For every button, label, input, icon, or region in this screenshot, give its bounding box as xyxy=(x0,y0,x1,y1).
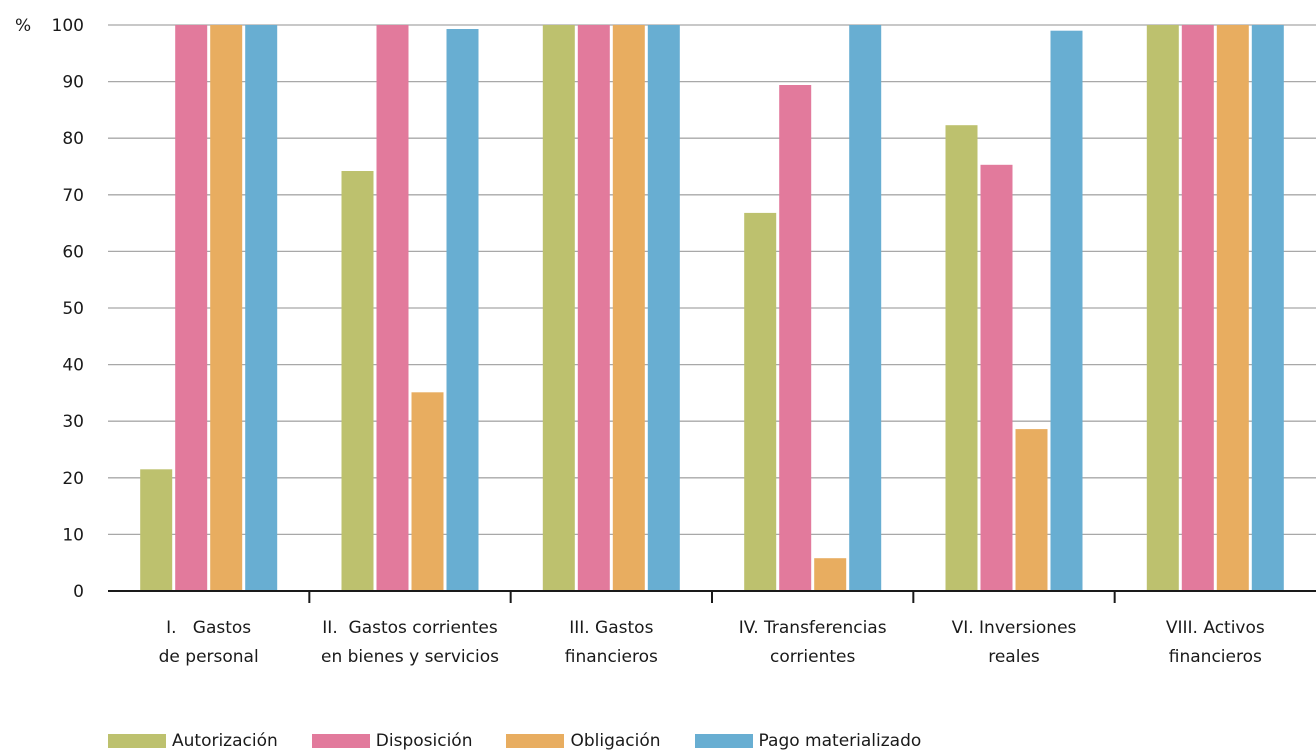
y-tick-label: 30 xyxy=(62,412,84,432)
y-tick-label: 70 xyxy=(62,186,84,206)
category-label: financieros xyxy=(1169,647,1262,667)
bars xyxy=(140,25,1284,592)
category-label: II. Gastos corrientes xyxy=(322,618,498,638)
legend-item: Disposición xyxy=(311,730,473,751)
y-tick-label: 20 xyxy=(62,469,84,489)
bar xyxy=(945,125,978,591)
bar xyxy=(175,25,208,591)
legend-item: Obligación xyxy=(506,730,661,751)
category-label: I. Gastos xyxy=(166,618,251,638)
bar xyxy=(542,25,575,591)
x-axis xyxy=(108,590,1316,603)
legend-label: Pago materializado xyxy=(758,730,922,751)
bar xyxy=(341,171,374,591)
bar xyxy=(612,25,645,591)
y-tick-label: 80 xyxy=(62,129,84,149)
bar xyxy=(779,85,812,591)
bar xyxy=(1181,25,1214,591)
y-tick-label: 90 xyxy=(62,73,84,93)
y-tick-label: 10 xyxy=(62,525,84,545)
category-label: VIII. Activos xyxy=(1166,618,1265,638)
y-tick-label: 60 xyxy=(62,242,84,262)
category-label: en bienes y servicios xyxy=(321,647,499,667)
bar xyxy=(647,25,680,591)
bar xyxy=(210,25,243,591)
bar xyxy=(446,29,479,591)
legend-swatch xyxy=(694,733,753,748)
category-label: IV. Transferencias xyxy=(739,618,887,638)
bar xyxy=(1216,25,1249,591)
category-label: de personal xyxy=(159,647,259,667)
category-labels: I. Gastos de personal II. Gastos corriente… xyxy=(159,618,1265,667)
legend-item: Pago materializado xyxy=(694,730,922,751)
gridlines xyxy=(108,24,1316,536)
category-label: III. Gastos xyxy=(569,618,653,638)
legend-item: Autorización xyxy=(108,731,278,751)
y-tick-label: 0 xyxy=(73,582,84,602)
y-unit-label: % xyxy=(15,16,31,36)
bar xyxy=(980,164,1013,592)
bar xyxy=(1251,25,1284,591)
y-tick-label: 40 xyxy=(62,356,84,376)
bar xyxy=(814,558,847,591)
bar xyxy=(1146,25,1179,591)
y-axis-ticks: 0 10 20 30 40 50 60 70 80 90 100 xyxy=(52,16,84,602)
category-label: VI. Inversiones xyxy=(952,618,1077,638)
y-tick-label: 100 xyxy=(52,16,84,36)
bar xyxy=(245,25,278,591)
bar xyxy=(849,25,882,591)
bar xyxy=(140,469,173,591)
legend-label: Autorización xyxy=(172,730,278,751)
bar xyxy=(411,392,444,591)
bar xyxy=(1015,429,1048,591)
category-label: financieros xyxy=(565,647,658,667)
bar xyxy=(376,25,409,591)
legend-label: Disposición xyxy=(375,730,473,751)
bar xyxy=(1050,30,1083,591)
y-tick-label: 50 xyxy=(62,299,84,319)
bar xyxy=(744,212,777,591)
category-label: corrientes xyxy=(770,647,856,667)
legend-swatch xyxy=(108,733,166,748)
bar xyxy=(577,25,610,591)
legend-swatch xyxy=(506,733,565,748)
legend-label: Obligación xyxy=(570,730,661,751)
legend: Autorización Disposición Obligación Pago ma… xyxy=(108,730,955,751)
category-label: reales xyxy=(988,647,1040,667)
legend-swatch xyxy=(311,733,370,748)
